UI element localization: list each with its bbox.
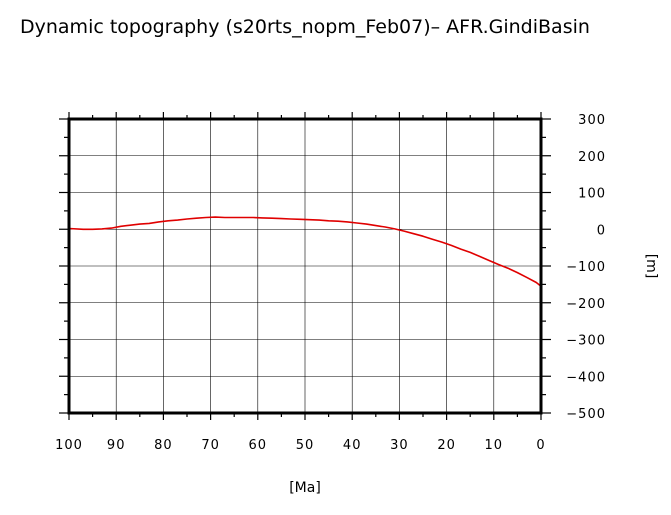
y-tick-label: −400 (566, 370, 606, 385)
x-tick-labels: 100 90 80 70 60 50 40 30 20 10 0 (55, 438, 545, 453)
x-tick-label: 100 (55, 438, 83, 453)
y-tick-label: 100 (578, 187, 606, 202)
x-tick-label: 10 (485, 438, 504, 453)
x-axis-label: [Ma] (289, 480, 321, 496)
y-tick-label: 300 (578, 113, 606, 128)
y-tick-label: 200 (578, 150, 606, 165)
y-tick-label: −100 (566, 260, 606, 275)
x-tick-label: 90 (107, 438, 126, 453)
chart-title: Dynamic topography (s20rts_nopm_Feb07)– … (20, 16, 590, 38)
grid-lines (68, 118, 542, 414)
series-line (68, 216, 542, 287)
x-tick-label: 30 (390, 438, 409, 453)
axis-ticks (59, 112, 551, 420)
y-tick-label: −500 (566, 407, 606, 422)
x-tick-label: 40 (343, 438, 362, 453)
y-tick-labels: 300 200 100 0 −100 −200 −300 −400 −500 (566, 113, 606, 422)
x-tick-label: 20 (437, 438, 456, 453)
y-tick-label: −300 (566, 334, 606, 349)
x-tick-label: 60 (249, 438, 268, 453)
x-tick-label: 80 (154, 438, 173, 453)
x-tick-label: 70 (201, 438, 220, 453)
y-axis-label: [m] (643, 254, 659, 279)
y-tick-label: 0 (597, 223, 606, 238)
y-tick-label: −200 (566, 297, 606, 312)
x-tick-label: 0 (536, 438, 545, 453)
x-tick-label: 50 (296, 438, 315, 453)
series-layer (68, 216, 542, 287)
